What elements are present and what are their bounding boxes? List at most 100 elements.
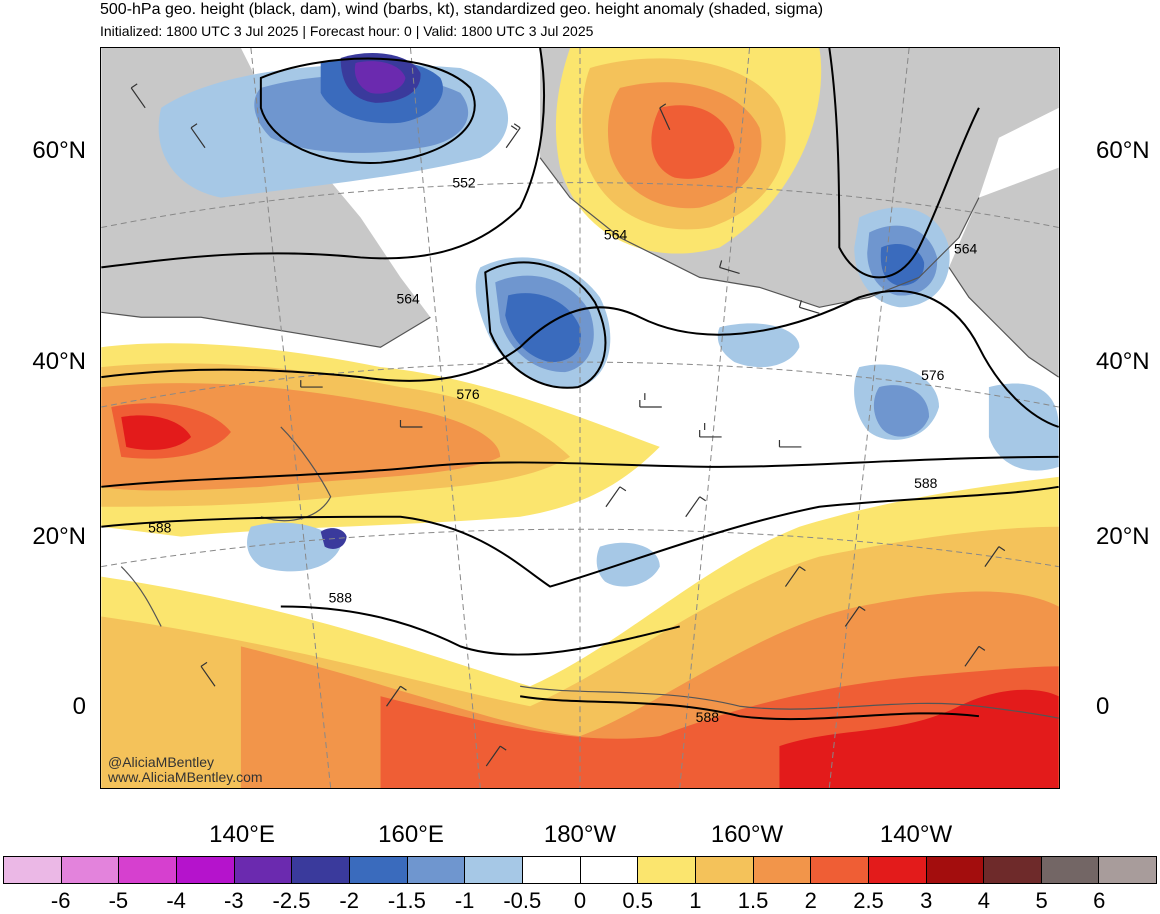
contour-588-b [101,485,1059,588]
colorbar [3,856,1157,884]
cold-low-mid [596,542,660,587]
contour-564-loop [828,48,980,279]
colorbar-swatch [926,857,985,883]
lon-label-180w: 180°W [543,821,617,848]
credit-website: www.AliciaMBentley.com [108,769,263,785]
wind-barbs [130,83,1006,767]
contour-588-d [519,695,980,721]
lon-label-160e: 160°E [378,821,444,848]
contour-label: 588 [329,590,353,606]
colorbar-tick-label: 2.5 [853,888,884,913]
colorbar-tick-label: -1.5 [387,888,426,913]
map-subtitle: Initialized: 1800 UTC 3 Jul 2025 | Forec… [100,23,594,39]
colorbar-swatch [638,857,696,883]
contour-564-north [101,48,545,269]
colorbar-swatch [522,857,581,883]
contour-label: 588 [914,475,938,491]
wind-barb [659,103,671,131]
colorbar-tick-label: -6 [50,888,71,913]
colorbar-tick-label: -2 [339,888,359,913]
coast-asia [101,311,431,348]
colorbar-tick-label: 1 [689,888,702,913]
colorbar-tick-label: 1.5 [737,888,769,913]
contour-576 [101,289,1059,428]
colorbar-swatch [580,857,639,883]
height-contours [101,48,1059,721]
lon-label-160w: 160°W [710,821,784,848]
wind-barb [399,419,423,428]
contour-label: 564 [396,290,420,306]
colorbar-swatch [234,857,293,883]
colorbar-tick-label: 4 [977,888,991,913]
colorbar-tick-label: -4 [166,888,186,913]
wind-barb [984,546,1006,567]
contour-576-loop [484,261,607,389]
lat-label-0-right: 0 [1096,693,1110,720]
contour-588-a [101,455,1059,488]
colorbar-tick-label: -5 [108,888,129,913]
contour-label: 588 [148,520,172,536]
lat-label-20n-left: 20°N [32,523,86,550]
wind-barb [964,645,986,667]
wind-barb [798,300,820,314]
colorbar-swatch [1041,857,1100,883]
contour-label: 588 [696,709,720,725]
lat-label-60n-right: 60°N [1096,137,1150,164]
colorbar-swatch [119,857,177,883]
wind-barb [505,123,521,149]
colorbar-tick-label: 0.5 [622,888,653,913]
coast-indonesia [520,685,1059,719]
colorbar-swatch [984,857,1042,883]
lat-label-20n-right: 20°N [1096,523,1150,550]
colorbar-swatch [465,857,523,883]
map-title: 500-hPa geo. height (black, dam), wind (… [100,1,824,18]
credit-handle: @AliciaMBentley [108,754,215,770]
wind-barb [719,260,740,274]
colorbar-tick-label: 5 [1035,888,1048,913]
wind-barb [685,496,706,518]
wind-barb [784,566,806,587]
colorbar-tick-label: 0 [573,888,587,913]
colorbar-tick-label: -1 [454,888,475,913]
lon-label-140w: 140°W [879,821,953,848]
cold-low-east-pacific [717,323,800,368]
wind-barb [300,380,323,388]
wind-barb [699,422,722,438]
lat-label-40n-right: 40°N [1096,348,1150,375]
colorbar-swatch [407,857,466,883]
land-canada [949,167,1059,378]
lat-label-40n-left: 40°N [32,348,86,375]
colorbar-tick-label: 2 [804,888,817,913]
wind-barb [778,439,802,448]
wind-barb [485,745,507,767]
contour-label: 576 [456,386,480,402]
colorbar-swatch [176,857,235,883]
colorbar-swatch [4,857,62,883]
colorbar-tick-label: 6 [1093,888,1106,913]
colorbar-swatch [292,857,350,883]
contour-label: 576 [921,367,945,383]
colorbar-swatch [811,857,869,883]
coast-canada [948,267,1059,378]
wind-barb [130,83,146,109]
contour-552-low [259,57,476,164]
cold-low-siberia-5 [354,61,406,94]
cold-low-far-east [988,383,1059,471]
coast-alaska [539,157,980,308]
coast-japan [260,426,332,522]
warm-band-west-5 [121,415,192,450]
warm-high-alaska-4 [651,105,735,179]
coast-philippines [120,566,162,627]
colorbar-swatch [61,857,120,883]
wind-barb [200,661,216,687]
colorbar-tick-label: 3 [920,888,933,913]
lat-label-60n-left: 60°N [32,137,86,164]
cold-low-typhoon [247,522,341,572]
wind-barb [844,605,866,627]
colorbar-tick-label: -0.5 [503,888,542,913]
contour-label: 564 [954,240,978,256]
cold-low-northeast-2 [873,385,930,437]
warm-band-south-5 [779,689,1059,788]
colorbar-swatch [349,857,408,883]
map-canvas: 552 564 564 564 576 576 588 588 588 588 [101,48,1059,788]
